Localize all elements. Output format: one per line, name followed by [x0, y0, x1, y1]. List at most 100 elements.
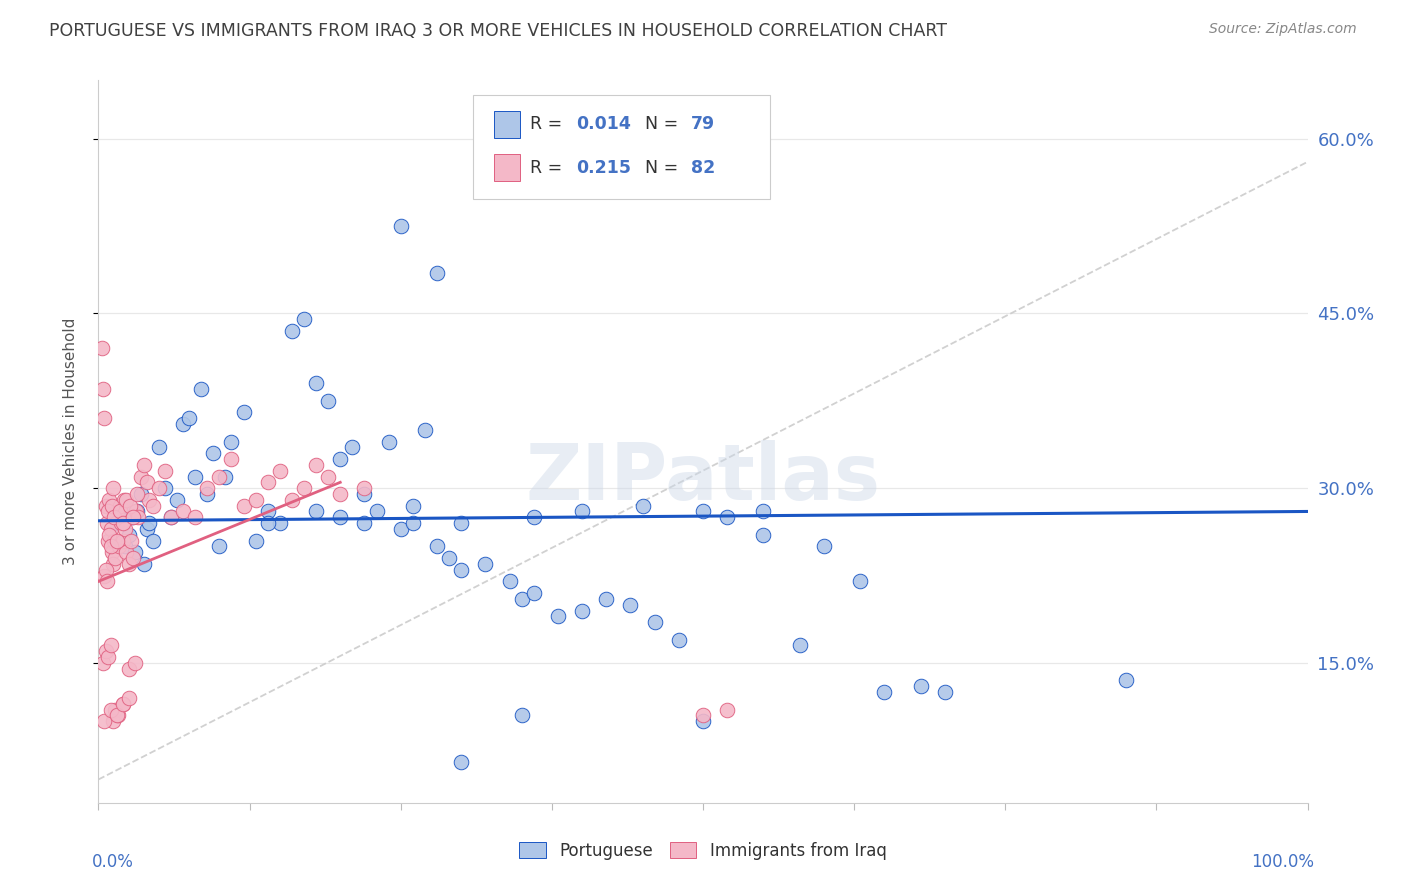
Point	[269, 464, 291, 478]
Point	[934, 685, 956, 699]
Point	[353, 481, 375, 495]
Text: PORTUGUESE VS IMMIGRANTS FROM IRAQ 3 OR MORE VEHICLES IN HOUSEHOLD CORRELATION C: PORTUGUESE VS IMMIGRANTS FROM IRAQ 3 OR …	[49, 22, 948, 40]
Point	[389, 522, 412, 536]
Point	[100, 545, 122, 559]
Point	[353, 487, 375, 501]
Point	[105, 516, 128, 530]
Point	[115, 545, 138, 559]
Text: R =: R =	[530, 159, 568, 177]
Point	[631, 499, 654, 513]
Point	[179, 411, 201, 425]
Point	[232, 405, 254, 419]
Point	[813, 540, 835, 554]
Point	[100, 499, 122, 513]
Point	[122, 510, 145, 524]
Point	[305, 504, 328, 518]
Point	[692, 714, 714, 729]
Point	[135, 522, 157, 536]
Point	[105, 708, 128, 723]
Point	[873, 685, 896, 699]
Text: N =: N =	[645, 115, 683, 133]
Point	[107, 708, 129, 723]
Point	[692, 708, 714, 723]
Point	[134, 557, 156, 571]
Point	[232, 499, 254, 513]
Point	[111, 697, 134, 711]
Point	[208, 469, 231, 483]
Point	[523, 586, 546, 600]
Point	[91, 382, 114, 396]
Point	[125, 504, 148, 518]
Text: 0.014: 0.014	[576, 115, 631, 133]
Point	[172, 417, 194, 431]
Point	[644, 615, 666, 630]
Point	[118, 662, 141, 676]
Point	[752, 528, 775, 542]
Point	[184, 469, 207, 483]
Point	[101, 557, 124, 571]
Point	[316, 393, 339, 408]
Point	[190, 382, 212, 396]
Point	[413, 423, 436, 437]
Point	[91, 341, 114, 355]
Point	[101, 714, 124, 729]
Point	[292, 312, 315, 326]
Point	[571, 504, 593, 518]
Point	[94, 499, 117, 513]
Point	[450, 755, 472, 769]
Text: 82: 82	[690, 159, 716, 177]
Point	[523, 510, 546, 524]
Point	[111, 499, 134, 513]
Point	[118, 528, 141, 542]
Point	[437, 551, 460, 566]
Point	[98, 528, 121, 542]
Point	[195, 481, 218, 495]
Point	[214, 469, 236, 483]
Point	[789, 639, 811, 653]
Point	[129, 469, 152, 483]
Point	[256, 475, 278, 490]
Point	[112, 492, 135, 507]
Point	[305, 376, 328, 391]
Point	[97, 504, 120, 518]
Point	[110, 516, 132, 530]
Point	[353, 516, 375, 530]
Point	[202, 446, 225, 460]
Text: 100.0%: 100.0%	[1250, 854, 1313, 871]
Point	[1115, 673, 1137, 688]
Point	[100, 540, 122, 554]
Point	[510, 708, 533, 723]
Point	[426, 540, 449, 554]
Point	[105, 533, 128, 548]
Point	[245, 492, 267, 507]
Text: Source: ZipAtlas.com: Source: ZipAtlas.com	[1209, 22, 1357, 37]
FancyBboxPatch shape	[494, 154, 520, 181]
Point	[118, 557, 141, 571]
FancyBboxPatch shape	[494, 111, 520, 138]
Point	[510, 591, 533, 606]
Point	[127, 487, 149, 501]
Point	[160, 510, 183, 524]
Point	[166, 492, 188, 507]
Point	[716, 702, 738, 716]
Point	[101, 481, 124, 495]
Point	[108, 499, 131, 513]
Point	[221, 452, 243, 467]
Point	[142, 499, 165, 513]
Point	[93, 568, 115, 582]
Text: 0.0%: 0.0%	[93, 854, 134, 871]
Point	[377, 434, 399, 449]
Point	[316, 469, 339, 483]
Point	[849, 574, 872, 589]
Point	[329, 487, 352, 501]
Point	[121, 510, 143, 524]
Point	[402, 499, 425, 513]
Point	[111, 516, 134, 530]
Point	[135, 475, 157, 490]
Point	[134, 458, 156, 472]
Point	[103, 510, 125, 524]
Point	[256, 516, 278, 530]
Point	[208, 540, 231, 554]
Point	[108, 540, 131, 554]
Point	[195, 487, 218, 501]
